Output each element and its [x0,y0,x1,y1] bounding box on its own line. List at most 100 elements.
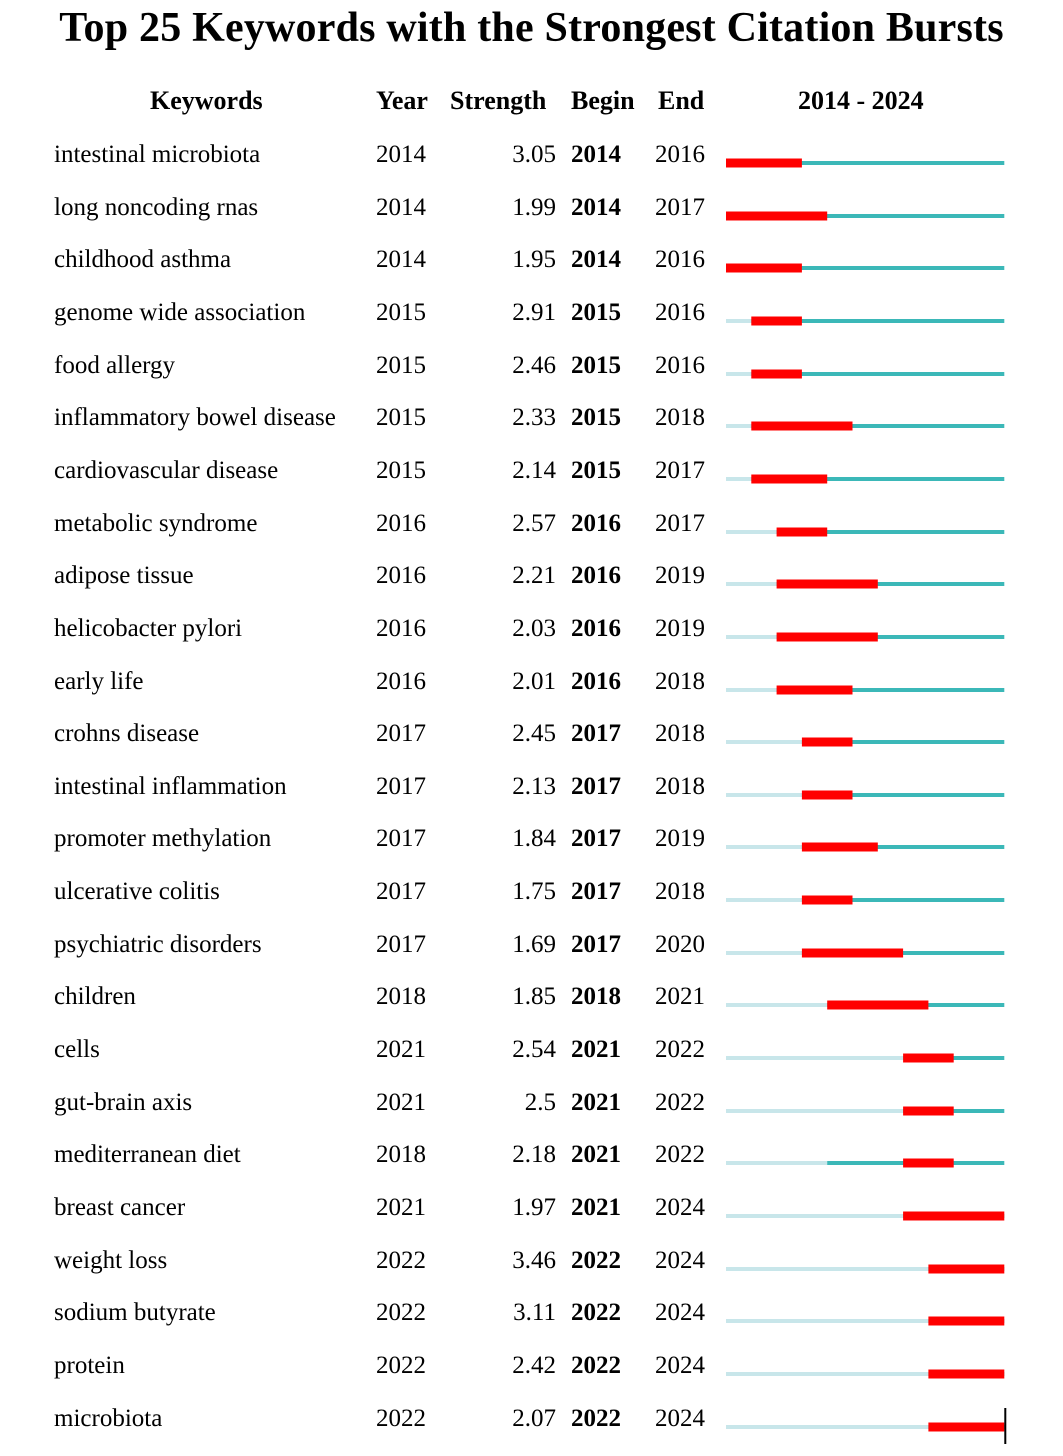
end-cell: 2022 [655,1141,705,1169]
burst-timeline [726,737,1005,747]
end-cell: 2024 [655,1246,705,1274]
table-row: inflammatory bowel disease 2015 2.33 2015 20… [0,403,1063,455]
strength-cell: 1.85 [512,983,556,1011]
year-cell: 2017 [376,825,426,853]
burst-segment [801,737,853,747]
burst-timeline [726,316,1005,326]
strength-cell: 2.21 [512,562,556,590]
burst-segment [776,579,878,589]
year-cell: 2016 [376,562,426,590]
keyword-cell: inflammatory bowel disease [54,404,336,432]
begin-cell: 2016 [571,562,621,590]
keyword-cell: intestinal inflammation [54,772,287,800]
burst-segment [903,1158,954,1168]
inactive-segment [726,318,752,323]
year-cell: 2015 [376,351,426,379]
end-cell: 2018 [655,404,705,432]
active-segment [776,687,1005,692]
keyword-cell: promoter methylation [54,825,272,853]
table-row: cardiovascular disease 2015 2.14 2015 2017 [0,456,1063,508]
end-cell: 2022 [655,1088,705,1116]
keyword-cell: children [54,983,136,1011]
table-row: psychiatric disorders 2017 1.69 2017 2020 [0,930,1063,982]
burst-timeline [726,948,1005,958]
end-cell: 2016 [655,351,705,379]
burst-segment [776,527,828,537]
strength-cell: 2.13 [512,772,556,800]
end-cell: 2017 [655,456,705,484]
table-row: cells 2021 2.54 2021 2022 [0,1035,1063,1087]
burst-timeline [726,895,1005,905]
burst-segment [726,263,802,273]
burst-segment [903,1106,954,1116]
begin-cell: 2015 [571,298,621,326]
burst-timeline [726,1369,1005,1379]
table-row: helicobacter pylori 2016 2.03 2016 2019 [0,614,1063,666]
header-strength: Strength [450,86,547,115]
header-year: Year [376,86,428,115]
burst-segment [801,790,853,800]
burst-timeline [726,474,1005,484]
inactive-segment [726,1266,929,1271]
begin-cell: 2017 [571,878,621,906]
inactive-segment [726,634,777,639]
active-segment [801,845,1005,850]
year-cell: 2016 [376,509,426,537]
end-cell: 2024 [655,1351,705,1379]
inactive-segment [726,792,802,797]
end-cell: 2018 [655,720,705,748]
burst-timeline [726,527,1005,537]
inactive-segment [726,371,752,376]
burst-segment [827,1000,929,1010]
active-segment [776,529,1005,534]
end-cell: 2022 [655,1036,705,1064]
header-keywords: Keywords [150,86,263,115]
year-cell: 2018 [376,983,426,1011]
strength-cell: 2.46 [512,351,556,379]
active-segment [726,161,1005,165]
year-cell: 2022 [376,1299,426,1327]
strength-cell: 2.91 [512,298,556,326]
inactive-segment [726,1424,929,1429]
table-row: microbiota 2022 2.07 2022 2024 [0,1404,1063,1456]
begin-cell: 2022 [571,1404,621,1432]
keyword-cell: mediterranean diet [54,1141,241,1169]
burst-segment [776,685,853,694]
burst-segment [751,421,853,431]
end-cell: 2018 [655,772,705,800]
keyword-cell: childhood asthma [54,246,232,274]
active-segment [751,424,1005,429]
strength-cell: 3.11 [513,1299,556,1327]
begin-cell: 2014 [571,141,621,168]
strength-cell: 2.07 [512,1404,556,1432]
keyword-cell: crohns disease [54,720,200,748]
active-segment [726,266,1005,271]
year-cell: 2016 [376,667,426,695]
active-segment [776,634,1005,639]
year-cell: 2021 [376,1194,426,1221]
active-segment [801,792,1005,797]
burst-segment [726,158,802,168]
keyword-cell: adipose tissue [54,562,194,590]
end-cell: 2020 [655,930,705,958]
end-cell: 2016 [655,141,705,168]
burst-timeline [726,1316,1005,1326]
end-cell: 2016 [655,298,705,326]
inactive-segment [726,1371,929,1376]
end-cell: 2024 [655,1404,705,1432]
end-cell: 2017 [655,193,705,221]
burst-timeline [726,842,1005,852]
burst-timeline [726,579,1005,589]
begin-cell: 2015 [571,404,621,432]
active-segment [776,582,1005,587]
burst-segment [903,1053,954,1063]
strength-cell: 1.75 [512,878,556,906]
year-cell: 2015 [376,404,426,432]
keyword-cell: sodium butyrate [54,1299,216,1327]
burst-timeline [726,685,1005,694]
burst-timeline [726,1158,1005,1168]
year-cell: 2017 [376,878,426,906]
table-row: intestinal inflammation 2017 2.13 2017 2018 [0,772,1063,824]
keyword-cell: breast cancer [54,1194,186,1221]
table-row: weight loss 2022 3.46 2022 2024 [0,1246,1063,1298]
